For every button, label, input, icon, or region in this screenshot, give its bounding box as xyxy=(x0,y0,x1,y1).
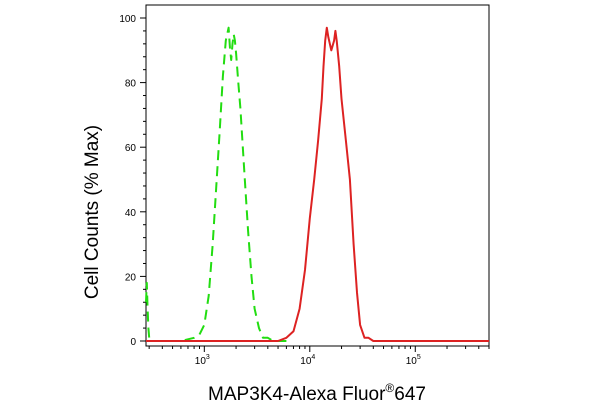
y-tick-label: 40 xyxy=(125,208,137,219)
y-axis: 0 20 40 60 80 100 xyxy=(119,14,146,348)
x-axis-title-main: MAP3K4-Alexa Fluor xyxy=(208,384,386,405)
x-tick-label: 103 xyxy=(195,354,210,367)
series-line-2 xyxy=(146,26,489,342)
x-axis-title-suffix: 647 xyxy=(394,384,426,405)
series-line-1 xyxy=(145,26,287,342)
plot-frame xyxy=(145,4,490,347)
series-layer xyxy=(145,26,489,342)
y-tick-label: 60 xyxy=(125,143,137,154)
x-tick-label: 105 xyxy=(406,354,421,367)
x-axis-title-mark: ® xyxy=(385,381,394,395)
y-axis-title: Cell Counts (% Max) xyxy=(82,125,103,299)
y-tick-label: 20 xyxy=(125,272,137,283)
y-tick-label: 0 xyxy=(130,337,136,348)
y-tick-label: 80 xyxy=(125,79,137,90)
y-tick-label: 100 xyxy=(119,14,136,25)
x-tick-label: 104 xyxy=(300,354,315,367)
x-axis: 103 104 105 xyxy=(148,346,490,367)
x-axis-title: MAP3K4-Alexa Fluor®647 xyxy=(208,381,426,405)
